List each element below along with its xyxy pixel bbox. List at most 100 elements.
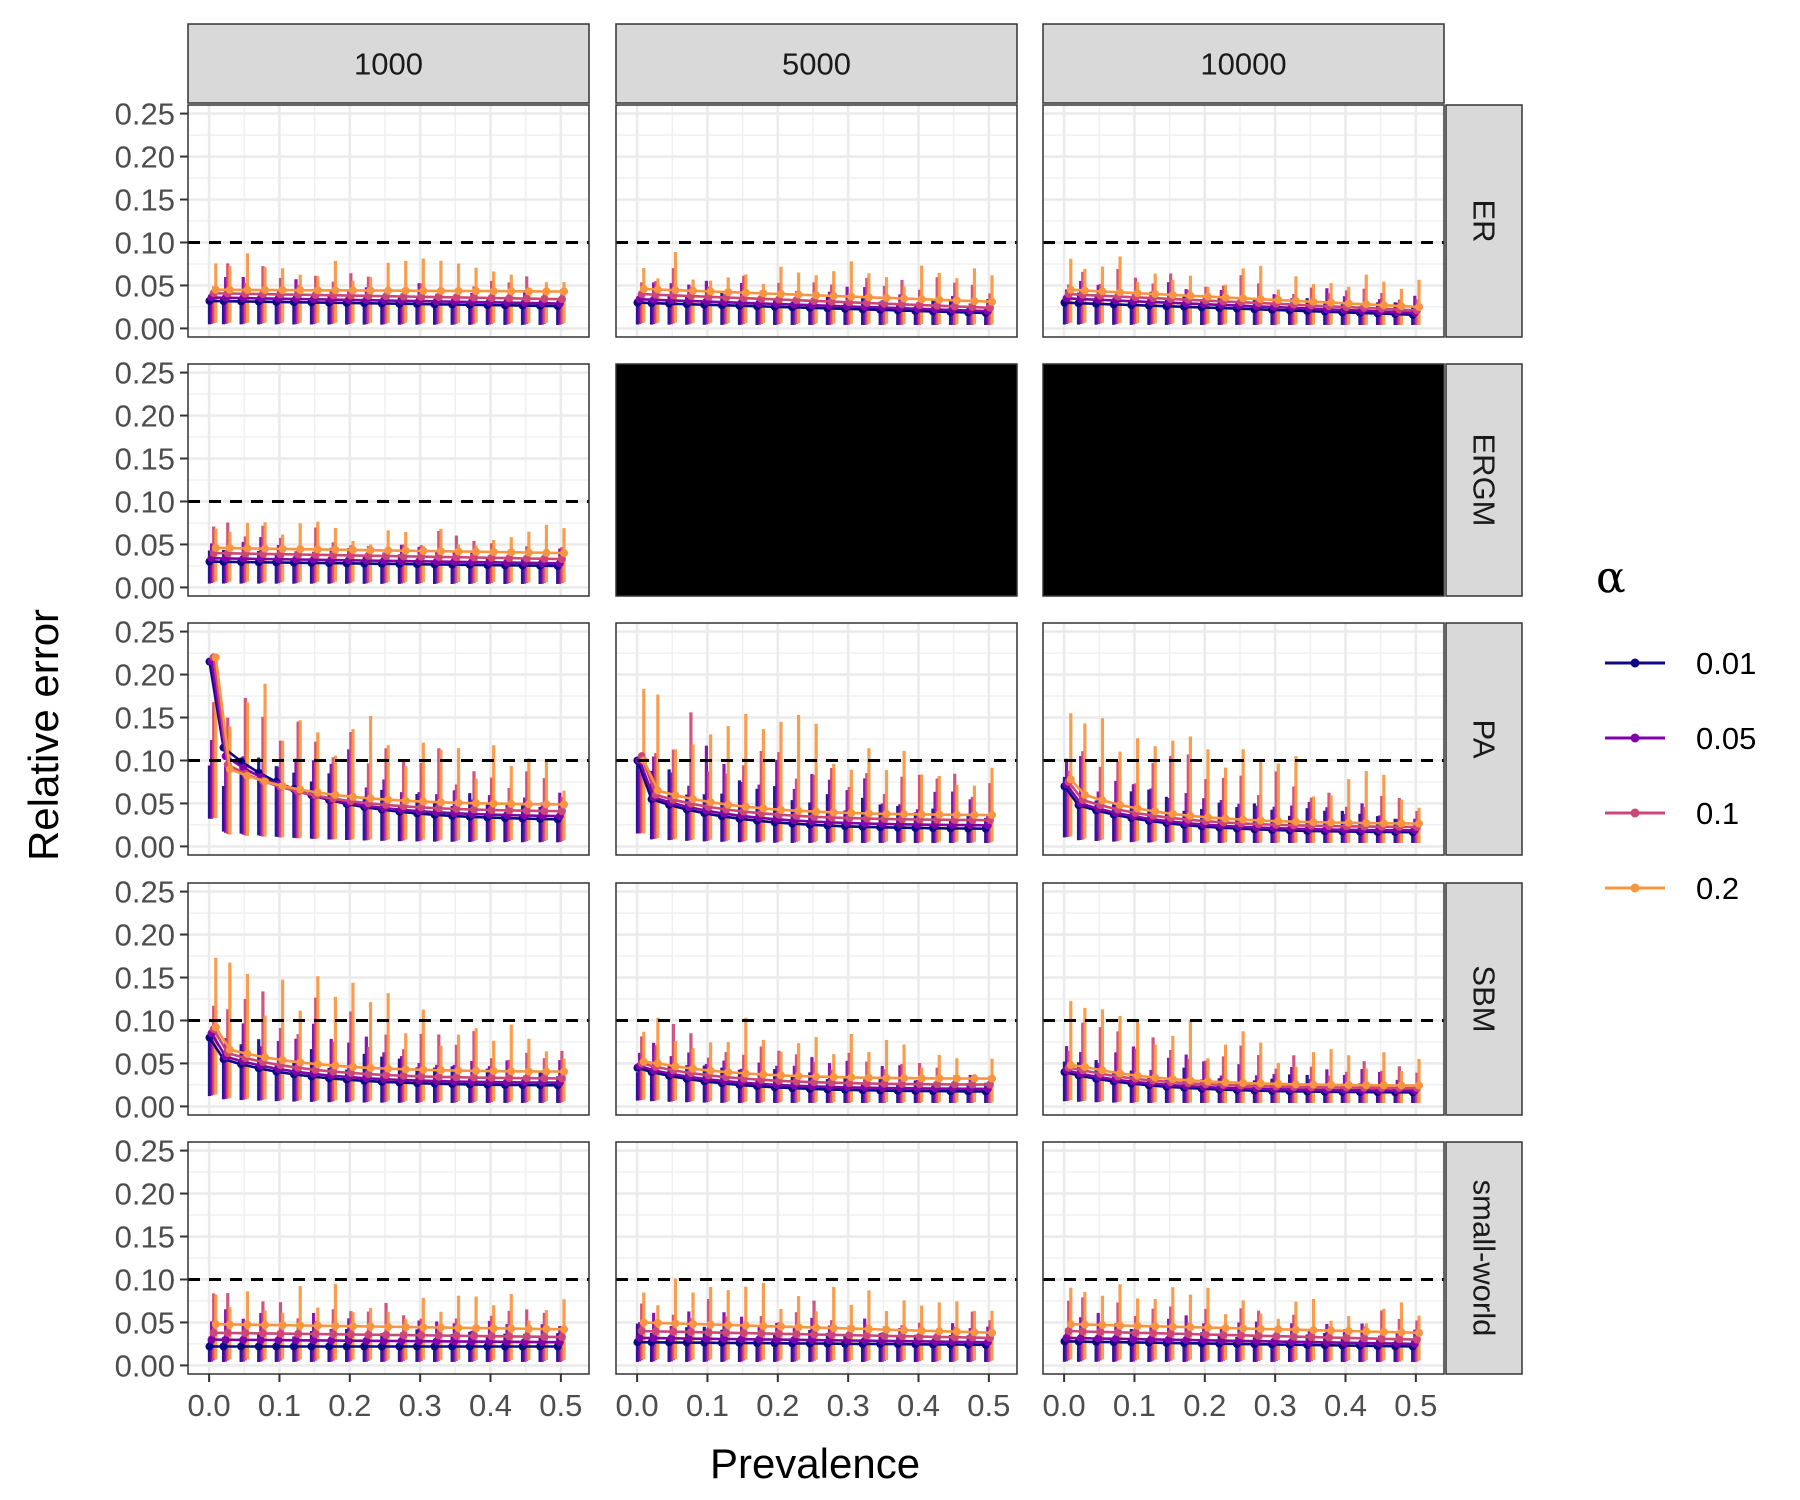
panel-plot-area xyxy=(188,623,589,855)
data-point xyxy=(970,1328,979,1337)
data-point xyxy=(1221,293,1230,302)
data-point xyxy=(864,1073,873,1082)
panel-plot-area xyxy=(1043,623,1444,855)
data-point xyxy=(776,1071,785,1080)
data-point xyxy=(1362,300,1371,309)
data-point xyxy=(1151,1073,1160,1082)
data-point xyxy=(689,1064,698,1073)
data-point xyxy=(1342,1333,1351,1342)
data-point xyxy=(211,543,220,552)
y-tick-label: 0.05 xyxy=(115,527,175,562)
data-point xyxy=(417,1331,426,1340)
panel-plot-area xyxy=(188,364,589,596)
data-point xyxy=(436,798,445,807)
legend-label: 0.01 xyxy=(1696,646,1756,681)
data-point xyxy=(829,808,838,817)
data-point xyxy=(1327,1326,1336,1335)
panel-plot-area xyxy=(188,1142,589,1374)
data-point xyxy=(331,790,340,799)
data-point xyxy=(243,1049,252,1058)
data-point xyxy=(436,1066,445,1075)
data-point xyxy=(258,1329,267,1338)
strip-background xyxy=(1445,104,1523,338)
data-point xyxy=(741,288,750,297)
data-point xyxy=(505,1074,514,1083)
data-point xyxy=(917,1326,926,1335)
row-strip-label: small-world xyxy=(1467,1180,1502,1337)
data-point xyxy=(313,1321,322,1330)
data-point xyxy=(649,1334,658,1343)
data-point xyxy=(810,1330,819,1339)
data-point xyxy=(1274,817,1283,826)
data-point xyxy=(540,1074,549,1083)
data-point xyxy=(472,799,481,808)
data-point xyxy=(557,1333,566,1342)
data-point xyxy=(702,1334,711,1343)
legend-label: 0.1 xyxy=(1696,796,1739,831)
data-point xyxy=(211,1023,220,1032)
data-point xyxy=(261,777,270,786)
data-point xyxy=(219,1342,228,1351)
y-tick-label: 0.20 xyxy=(115,658,175,693)
data-point xyxy=(225,1320,234,1329)
data-point xyxy=(489,548,498,557)
legend-key-point xyxy=(1630,658,1640,668)
data-point xyxy=(454,286,463,295)
data-point xyxy=(1168,290,1177,299)
data-point xyxy=(1395,1335,1404,1344)
data-point xyxy=(935,1327,944,1336)
data-point xyxy=(1133,289,1142,298)
data-point xyxy=(1289,1332,1298,1341)
row-strip-label: PA xyxy=(1467,719,1502,758)
panel-ERGM-1000 xyxy=(187,363,590,597)
data-point xyxy=(935,1074,944,1083)
column-strip-10000: 10000 xyxy=(1042,23,1445,104)
data-point xyxy=(684,1334,693,1343)
strip-background xyxy=(187,23,590,104)
data-point xyxy=(671,1319,680,1328)
y-tick-label: 0.15 xyxy=(115,701,175,736)
data-point xyxy=(845,1331,854,1340)
x-tick-label: 0.5 xyxy=(967,1388,1010,1423)
data-point xyxy=(254,1342,263,1351)
data-point xyxy=(489,287,498,296)
data-point xyxy=(296,286,305,295)
data-point xyxy=(671,791,680,800)
data-point xyxy=(1116,1321,1125,1330)
data-point xyxy=(417,292,426,301)
data-point xyxy=(434,1072,443,1081)
data-point xyxy=(469,805,478,814)
y-tick-label: 0.15 xyxy=(115,961,175,996)
axes-layer: 1000 5000 10000ERERGMPASBMsmall-world0.000… xyxy=(115,23,1523,1423)
data-point xyxy=(1256,1079,1265,1088)
data-point xyxy=(1377,1334,1386,1343)
data-point xyxy=(261,1320,270,1329)
data-point xyxy=(827,1330,836,1339)
data-point xyxy=(487,293,496,302)
data-point xyxy=(507,1067,516,1076)
data-point xyxy=(741,1321,750,1330)
data-point xyxy=(794,806,803,815)
data-point xyxy=(1344,299,1353,308)
data-point xyxy=(1151,1322,1160,1331)
data-point xyxy=(540,806,549,815)
data-point xyxy=(313,788,322,797)
data-point xyxy=(1203,1077,1212,1086)
data-point xyxy=(507,799,516,808)
data-point xyxy=(988,1074,997,1083)
data-point xyxy=(1344,1080,1353,1089)
strip-background xyxy=(1445,1141,1523,1375)
data-point xyxy=(1344,1327,1353,1336)
x-tick-label: 0.1 xyxy=(686,1388,729,1423)
y-tick-label: 0.10 xyxy=(115,484,175,519)
data-point xyxy=(436,1323,445,1332)
data-point xyxy=(366,546,375,555)
strip-background xyxy=(615,23,1018,104)
data-point xyxy=(542,800,551,809)
legend: α 0.01 0.05 0.1 0.2 xyxy=(1596,552,1756,906)
data-point xyxy=(1066,1320,1075,1329)
data-point xyxy=(1307,1333,1316,1342)
data-point xyxy=(417,1072,426,1081)
data-point xyxy=(882,1073,891,1082)
panel-ER-10000 xyxy=(1042,104,1445,338)
